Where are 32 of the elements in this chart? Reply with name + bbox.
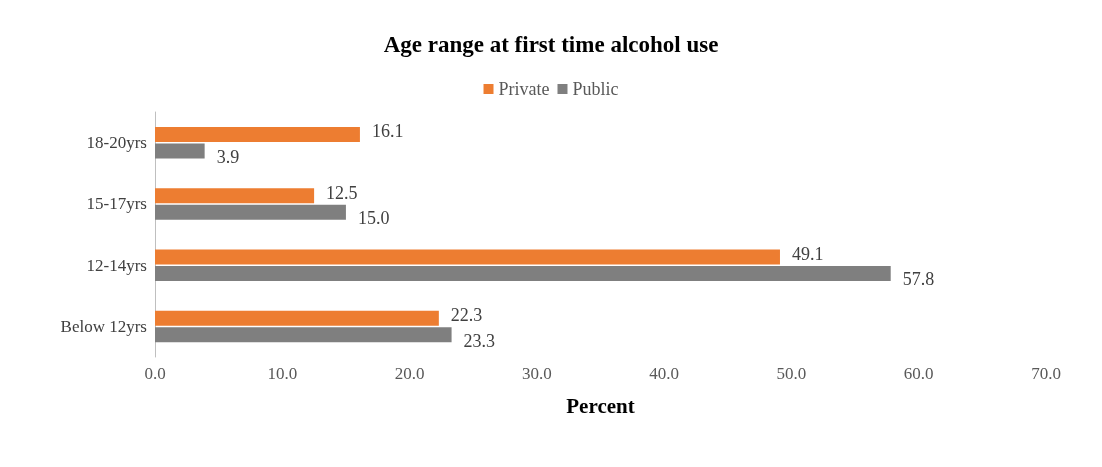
- x-tick-label: 10.0: [267, 364, 298, 383]
- x-tick-label: 60.0: [903, 364, 934, 383]
- bar: [155, 249, 780, 265]
- x-tick-label: 40.0: [649, 364, 680, 383]
- data-label: 49.1: [791, 243, 824, 264]
- bar: [155, 143, 205, 159]
- x-axis-title: Percent: [566, 393, 635, 418]
- data-label: 3.9: [216, 146, 240, 167]
- data-label: 23.3: [463, 330, 496, 351]
- legend-label: Public: [572, 79, 619, 99]
- y-tick-label: 18-20yrs: [86, 133, 147, 153]
- data-label: 57.8: [902, 269, 935, 290]
- bar: [155, 188, 315, 204]
- bar: [155, 204, 346, 220]
- data-label: 15.0: [357, 208, 390, 229]
- data-label: 16.1: [371, 121, 404, 142]
- y-tick-label: Below 12yrs: [60, 316, 147, 336]
- data-label: 22.3: [450, 305, 483, 326]
- bar: [155, 265, 891, 281]
- x-tick-label: 50.0: [776, 364, 807, 383]
- x-tick-label: 0.0: [144, 364, 166, 383]
- legend-label: Private: [498, 79, 550, 99]
- chart-title: Age range at first time alcohol use: [383, 32, 719, 57]
- y-tick-label: 12-14yrs: [86, 255, 147, 275]
- data-label: 12.5: [326, 182, 358, 203]
- y-tick-label: 15-17yrs: [86, 194, 147, 214]
- bar: [155, 327, 452, 343]
- x-tick-label: 30.0: [521, 364, 552, 383]
- bar: [155, 126, 360, 142]
- x-tick-label: 70.0: [1031, 364, 1061, 383]
- bar: [155, 310, 439, 326]
- x-tick-label: 20.0: [394, 364, 425, 383]
